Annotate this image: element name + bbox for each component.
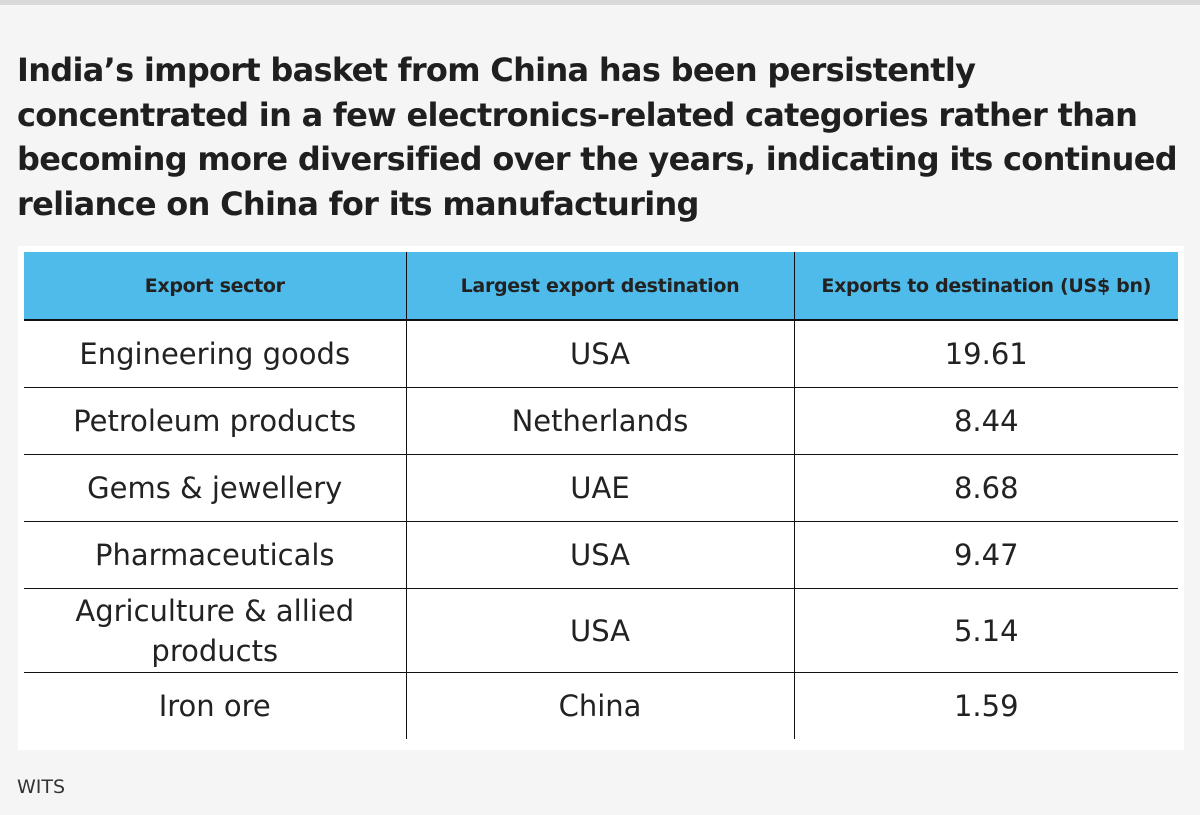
cell-exports-value: 9.47	[793, 521, 1178, 589]
cell-exports-value: 8.68	[793, 454, 1178, 522]
cell-export-sector: Agriculture & allied products	[24, 588, 406, 673]
table-row: Agriculture & allied products USA 5.14	[24, 588, 1178, 673]
table-row: Engineering goods USA 19.61	[24, 320, 1178, 388]
source-note: WITS	[17, 776, 66, 798]
cell-export-sector: Engineering goods	[24, 320, 406, 388]
cell-exports-value: 1.59	[793, 672, 1178, 739]
table-header-row: Export sector Largest export destination…	[24, 252, 1178, 321]
cell-export-sector: Pharmaceuticals	[24, 521, 406, 589]
cell-destination: Netherlands	[405, 387, 794, 455]
cell-destination: USA	[405, 320, 794, 388]
cell-destination: UAE	[405, 454, 794, 522]
export-table: Export sector Largest export destination…	[24, 252, 1178, 739]
table-row: Gems & jewellery UAE 8.68	[24, 454, 1178, 522]
cell-export-sector: Gems & jewellery	[24, 454, 406, 522]
cell-exports-value: 8.44	[793, 387, 1178, 455]
cell-destination: USA	[405, 521, 794, 589]
cell-destination: China	[405, 672, 794, 739]
header-export-sector: Export sector	[24, 252, 406, 321]
cell-export-sector: Petroleum products	[24, 387, 406, 455]
top-divider	[0, 0, 1200, 5]
table-row: Petroleum products Netherlands 8.44	[24, 387, 1178, 455]
table-row: Iron ore China 1.59	[24, 672, 1178, 739]
table-container: Export sector Largest export destination…	[18, 246, 1184, 750]
table-row: Pharmaceuticals USA 9.47	[24, 521, 1178, 589]
cell-destination: USA	[405, 588, 794, 673]
header-largest-export-destination: Largest export destination	[405, 252, 794, 321]
header-exports-to-destination: Exports to destination (US$ bn)	[793, 252, 1178, 321]
page-title: India’s import basket from China has bee…	[17, 51, 1178, 223]
cell-export-sector: Iron ore	[24, 672, 406, 739]
cell-exports-value: 19.61	[793, 320, 1178, 388]
cell-exports-value: 5.14	[793, 588, 1178, 673]
